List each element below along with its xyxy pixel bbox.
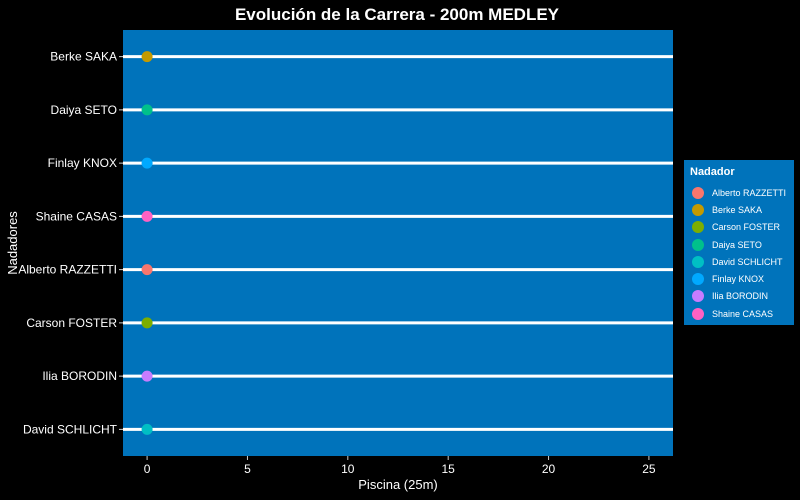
legend-item: Berke SAKA	[690, 201, 788, 218]
legend-label: Ilia BORODIN	[712, 291, 769, 302]
x-tick-label: 5	[244, 462, 251, 476]
swimmer-points	[141, 51, 153, 435]
legend-swatch	[692, 307, 704, 320]
legend-label: Berke SAKA	[712, 204, 763, 215]
lane-lines	[123, 55, 673, 431]
legend-label: Shaine CASAS	[712, 308, 774, 319]
legend-item: Daiya SETO	[690, 236, 788, 253]
legend-swatch	[692, 255, 704, 268]
chart-title: Evolución de la Carrera - 200m MEDLEY	[235, 5, 560, 24]
legend-label: David SCHLICHT	[712, 256, 783, 267]
axis-ticks: Berke SAKA Daiya SETO Finlay KNOX Shaine CA…	[18, 50, 656, 476]
swimmer-point	[141, 317, 153, 329]
legend-label: Finlay KNOX	[712, 274, 765, 285]
x-tick-label: 0	[144, 462, 151, 476]
y-tick-label: Finlay KNOX	[48, 156, 117, 170]
swimmer-point	[141, 423, 153, 435]
legend-swatch	[692, 238, 704, 251]
legend-label: Daiya SETO	[712, 239, 762, 250]
y-tick-label: David SCHLICHT	[23, 422, 118, 436]
y-tick-label: Ilia BORODIN	[42, 369, 117, 383]
x-tick-label: 10	[341, 462, 355, 476]
legend-item: Alberto RAZZETTI	[690, 184, 788, 201]
legend: Nadador Alberto RAZZETTI Berke SAKA Carson…	[684, 160, 794, 325]
legend-title: Nadador	[690, 166, 735, 178]
legend-swatch	[692, 290, 704, 303]
legend-label: Alberto RAZZETTI	[712, 187, 787, 198]
y-tick-label: Daiya SETO	[51, 103, 117, 117]
legend-swatch	[692, 221, 704, 234]
x-tick-label: 15	[442, 462, 456, 476]
legend-item: Finlay KNOX	[690, 270, 788, 287]
legend-items: Alberto RAZZETTI Berke SAKA Carson FOSTER D…	[690, 184, 788, 322]
y-tick-label: Carson FOSTER	[26, 316, 117, 330]
swimmer-point	[141, 210, 153, 222]
swimmer-point	[141, 104, 153, 116]
swimmer-point	[141, 370, 153, 382]
legend-swatch	[692, 273, 704, 286]
y-tick-label: Shaine CASAS	[36, 209, 117, 223]
swimmer-point	[141, 264, 153, 276]
legend-swatch	[692, 186, 704, 199]
legend-item: Shaine CASAS	[690, 305, 788, 322]
legend-item: Carson FOSTER	[690, 219, 788, 236]
legend-item: David SCHLICHT	[690, 253, 788, 270]
x-tick-label: 25	[642, 462, 656, 476]
x-axis-label: Piscina (25m)	[358, 477, 437, 492]
legend-label: Carson FOSTER	[712, 222, 781, 233]
y-tick-label: Berke SAKA	[50, 50, 117, 64]
swimmer-point	[141, 157, 153, 169]
y-tick-label: Alberto RAZZETTI	[18, 263, 117, 277]
x-tick-label: 20	[542, 462, 556, 476]
swimmer-point	[141, 51, 153, 63]
plot-panel	[123, 30, 673, 456]
y-axis-label: Nadadores	[5, 211, 20, 275]
legend-item: Ilia BORODIN	[690, 288, 788, 305]
legend-swatch	[692, 203, 704, 216]
